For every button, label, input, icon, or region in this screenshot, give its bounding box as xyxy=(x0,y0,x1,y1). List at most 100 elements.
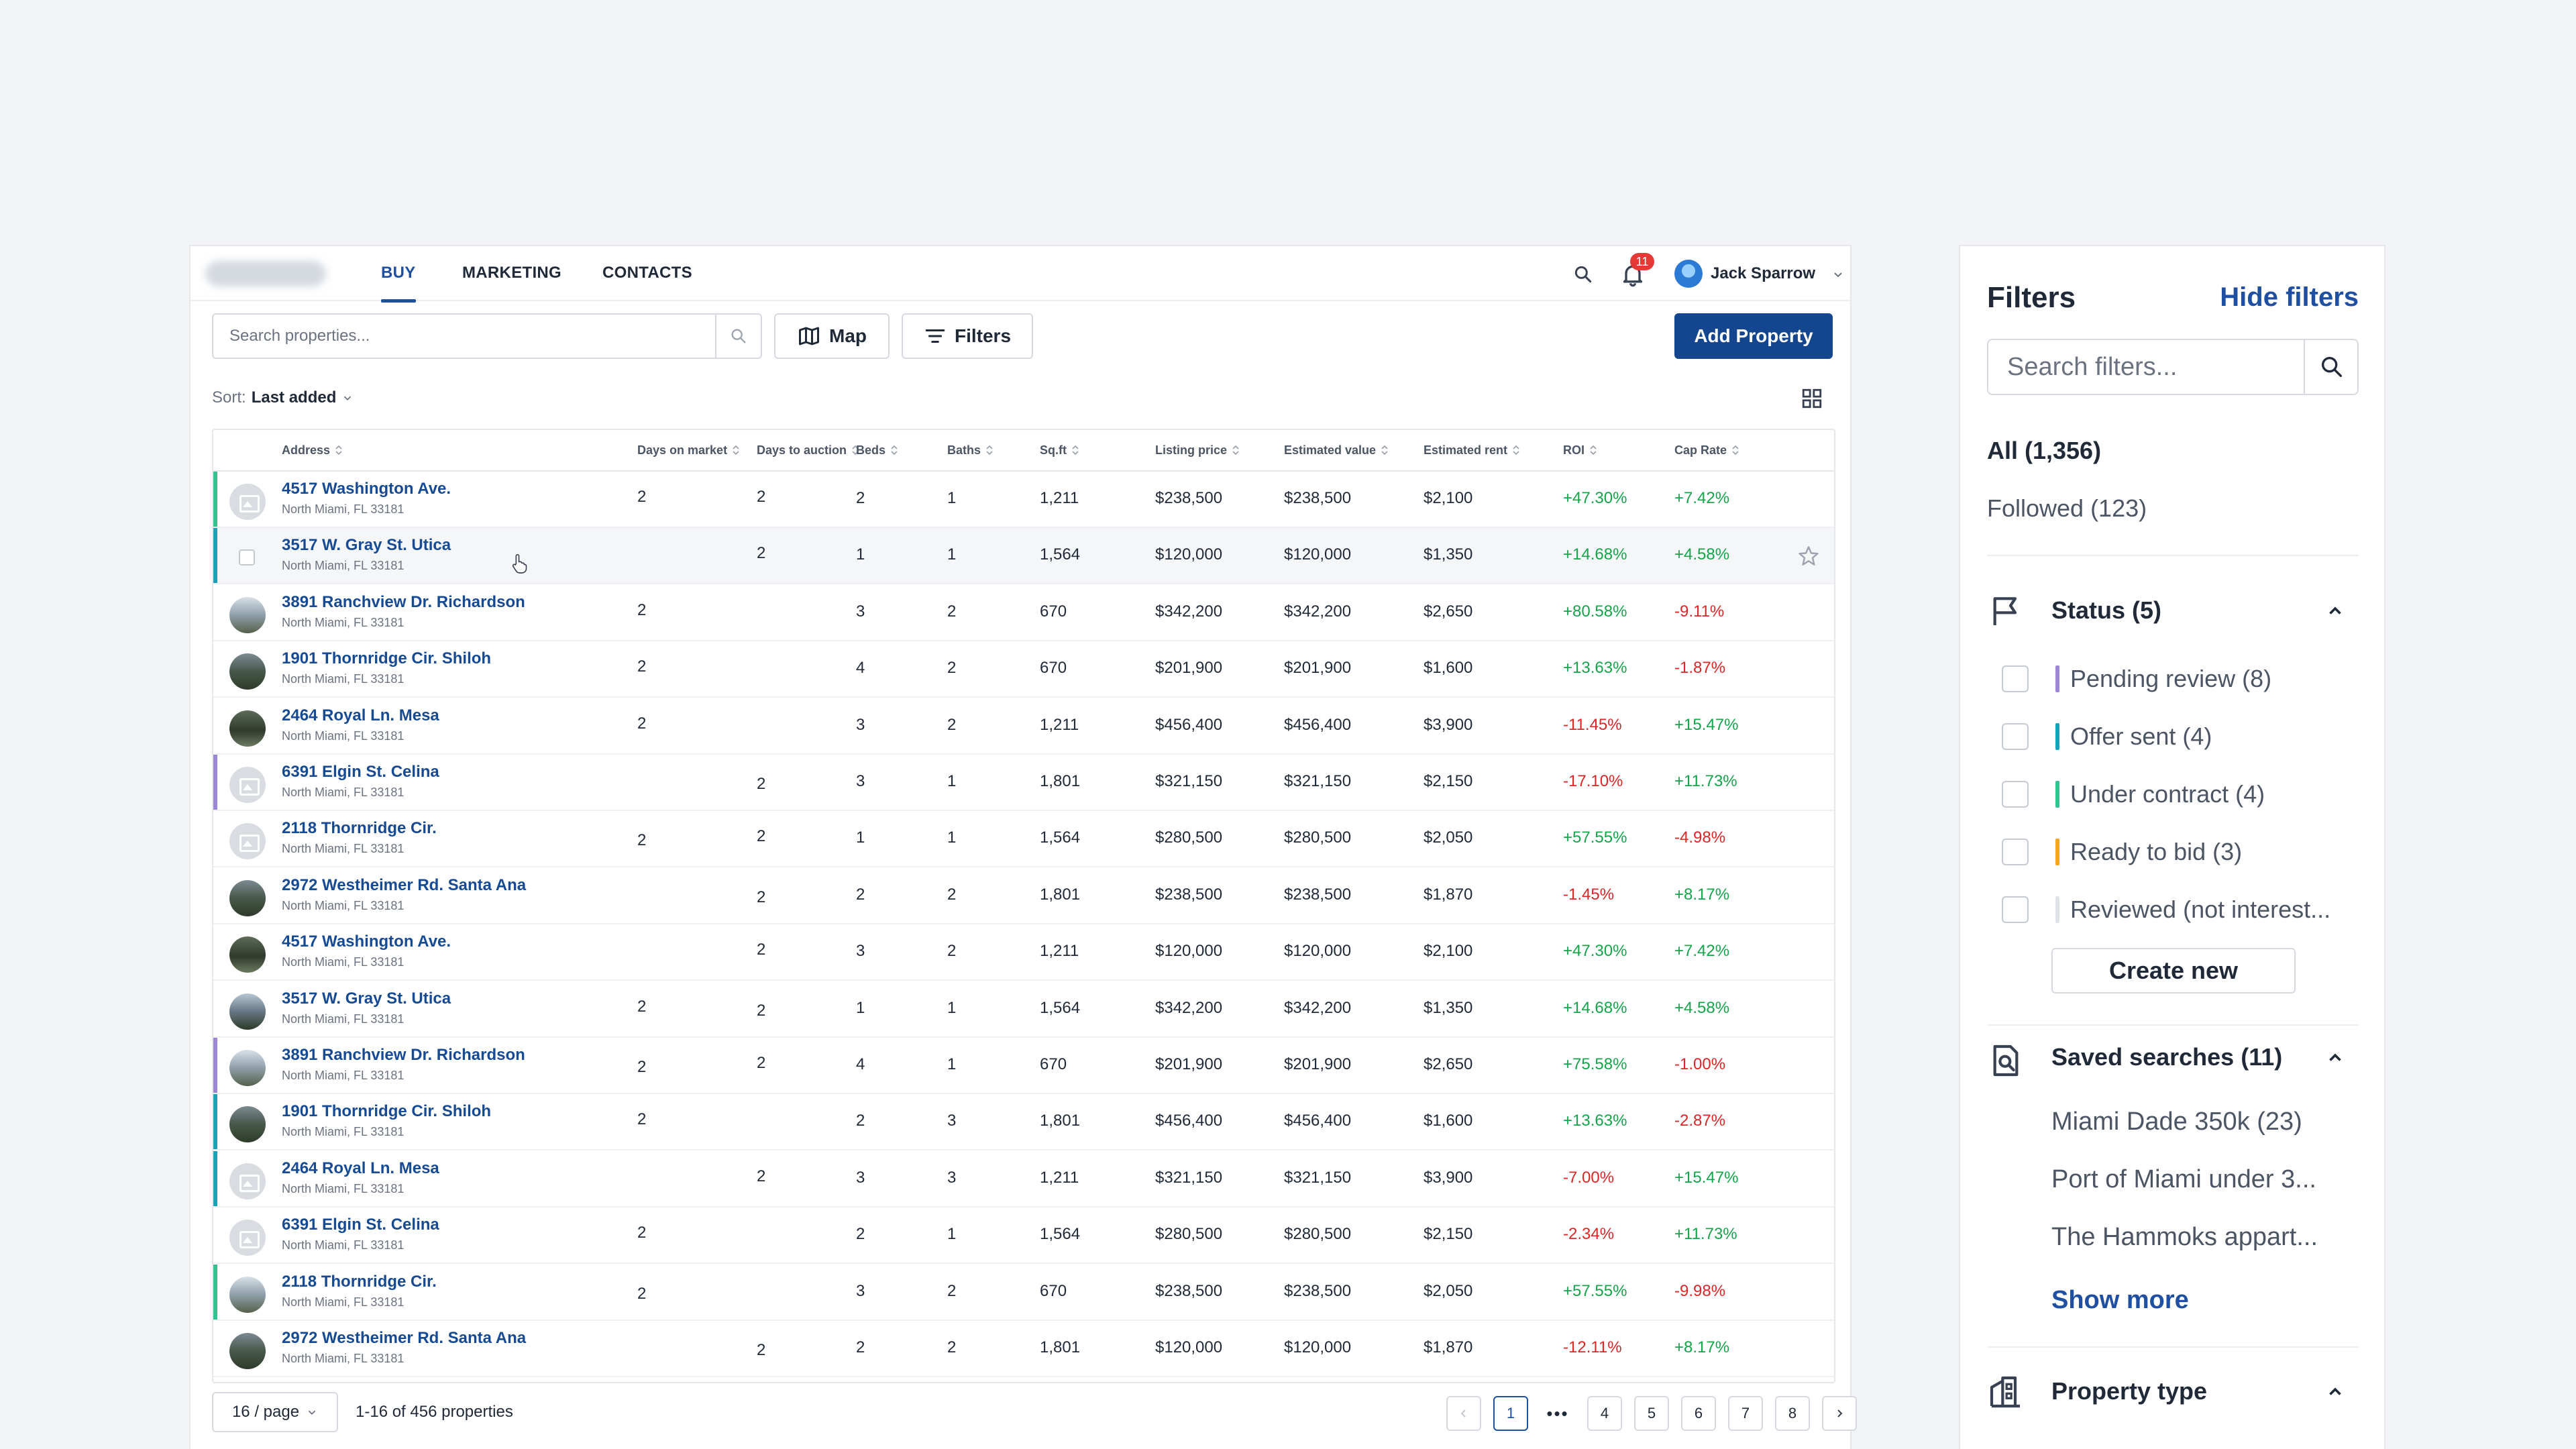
property-address-link[interactable]: 2972 Westheimer Rd. Santa Ana xyxy=(282,875,527,894)
property-address-link[interactable]: 3891 Ranchview Dr. Richardson xyxy=(282,592,525,611)
property-address-link[interactable]: 2118 Thornridge Cir. xyxy=(282,819,437,838)
status-checkbox[interactable] xyxy=(2002,723,2029,750)
column-header-baths[interactable]: Baths xyxy=(947,430,994,470)
prev-page-button[interactable] xyxy=(1446,1396,1481,1431)
column-header-price[interactable]: Listing price xyxy=(1155,430,1240,470)
next-page-button[interactable] xyxy=(1822,1396,1857,1431)
tab-marketing[interactable]: MARKETING xyxy=(462,264,562,282)
status-filter-item[interactable]: Pending review (8) xyxy=(2002,662,2271,696)
property-address-link[interactable]: 6391 Elgin St. Celina xyxy=(282,763,439,781)
column-header-value[interactable]: Estimated value xyxy=(1284,430,1389,470)
property-address-link[interactable]: 4517 Washington Ave. xyxy=(282,480,451,498)
property-address-link[interactable]: 4517 Washington Ave. xyxy=(282,932,451,951)
table-row[interactable]: 3891 Ranchview Dr. Richardson North Miami… xyxy=(213,585,1834,641)
page-7-button[interactable]: 7 xyxy=(1728,1396,1763,1431)
property-address-link[interactable]: 2464 Royal Ln. Mesa xyxy=(282,706,439,724)
page-6-button[interactable]: 6 xyxy=(1681,1396,1716,1431)
filter-search-input[interactable] xyxy=(1988,340,2304,394)
property-address-link[interactable]: 6391 Elgin St. Celina xyxy=(282,1216,439,1234)
saved-search-item[interactable]: Miami Dade 350k (23) xyxy=(2051,1108,2302,1136)
table-row[interactable]: 1901 Thornridge Cir. Shiloh North Miami, … xyxy=(213,1094,1834,1151)
star-icon[interactable] xyxy=(1796,544,1821,568)
per-page-select[interactable]: 16 / page xyxy=(212,1392,338,1432)
show-more-link[interactable]: Show more xyxy=(2051,1286,2189,1314)
saved-searches-title[interactable]: Saved searches (11) xyxy=(2051,1043,2283,1071)
tab-buy[interactable]: BUY xyxy=(381,246,416,303)
table-row[interactable]: 6391 Elgin St. Celina North Miami, FL 331… xyxy=(213,755,1834,811)
property-address-link[interactable]: 3517 W. Gray St. Utica xyxy=(282,989,451,1008)
saved-search-item[interactable]: Port of Miami under 3... xyxy=(2051,1165,2316,1193)
property-address-link[interactable]: 1901 Thornridge Cir. Shiloh xyxy=(282,1102,492,1121)
table-row[interactable]: 2118 Thornridge Cir. North Miami, FL 3318… xyxy=(213,811,1834,868)
sort-dropdown[interactable]: Sort: Last added xyxy=(212,388,354,407)
table-row[interactable]: 2972 Westheimer Rd. Santa Ana North Miami… xyxy=(213,868,1834,924)
map-button[interactable]: Map xyxy=(774,313,890,359)
status-filter-item[interactable]: Ready to bid (3) xyxy=(2002,835,2242,869)
table-row[interactable]: 1901 Thornridge Cir. Shiloh North Miami, … xyxy=(213,641,1834,698)
status-checkbox[interactable] xyxy=(2002,665,2029,692)
page-4-button[interactable]: 4 xyxy=(1587,1396,1622,1431)
status-checkbox[interactable] xyxy=(2002,896,2029,923)
hide-filters-link[interactable]: Hide filters xyxy=(2220,282,2359,312)
table-row[interactable]: 2464 Royal Ln. Mesa North Miami, FL 33181… xyxy=(213,698,1834,755)
table-row[interactable]: 2972 Westheimer Rd. Santa Ana North Miami… xyxy=(213,1321,1834,1377)
column-header-address[interactable]: Address xyxy=(282,430,343,470)
table-row[interactable]: 3517 W. Gray St. Utica North Miami, FL 33… xyxy=(213,981,1834,1038)
saved-search-item[interactable]: The Hammoks appart... xyxy=(2051,1223,2318,1251)
property-address-link[interactable]: 3517 W. Gray St. Utica xyxy=(282,536,451,555)
avatar[interactable] xyxy=(1674,260,1703,288)
page-1-button[interactable]: 1 xyxy=(1493,1396,1528,1431)
column-header-dta[interactable]: Days to auction xyxy=(757,430,860,470)
column-header-dom[interactable]: Days on market xyxy=(637,430,741,470)
table-row[interactable]: 4517 Washington Ave. North Miami, FL 3318… xyxy=(213,472,1834,528)
table-row[interactable]: 4517 Washington Ave. North Miami, FL 3318… xyxy=(213,924,1834,981)
status-checkbox[interactable] xyxy=(2002,839,2029,865)
search-input[interactable] xyxy=(213,315,715,358)
property-address-link[interactable]: 3891 Ranchview Dr. Richardson xyxy=(282,1046,525,1064)
column-header-beds[interactable]: Beds xyxy=(856,430,899,470)
grid-view-icon[interactable] xyxy=(1801,387,1823,410)
search-button[interactable] xyxy=(715,315,761,358)
chevron-up-icon[interactable] xyxy=(2325,1047,2345,1067)
sort-label: Sort: xyxy=(212,388,246,407)
chevron-down-icon[interactable] xyxy=(1831,268,1845,281)
property-address-link[interactable]: 2118 Thornridge Cir. xyxy=(282,1272,437,1291)
cell-value: $280,500 xyxy=(1284,828,1352,847)
status-checkbox[interactable] xyxy=(2002,781,2029,808)
property-address-link[interactable]: 1901 Thornridge Cir. Shiloh xyxy=(282,649,492,668)
logo[interactable] xyxy=(205,261,326,286)
page-8-button[interactable]: 8 xyxy=(1775,1396,1810,1431)
user-name[interactable]: Jack Sparrow xyxy=(1711,264,1816,282)
filter-search-button[interactable] xyxy=(2304,340,2359,394)
filters-button[interactable]: Filters xyxy=(902,313,1033,359)
status-filter-item[interactable]: Offer sent (4) xyxy=(2002,720,2212,753)
cell-sqft: 1,801 xyxy=(1040,772,1081,790)
column-header-roi[interactable]: ROI xyxy=(1563,430,1598,470)
filter-followed[interactable]: Followed (123) xyxy=(1987,494,2147,522)
table-row[interactable]: 3517 W. Gray St. Utica North Miami, FL 33… xyxy=(213,528,1834,585)
page-ellipsis[interactable]: ••• xyxy=(1540,1396,1575,1431)
property-address-link[interactable]: 2972 Westheimer Rd. Santa Ana xyxy=(282,1329,527,1347)
tab-contacts[interactable]: CONTACTS xyxy=(602,264,692,282)
column-header-sqft[interactable]: Sq.ft xyxy=(1040,430,1080,470)
chevron-up-icon[interactable] xyxy=(2325,1381,2345,1401)
property-address-link[interactable]: 2464 Royal Ln. Mesa xyxy=(282,1159,439,1177)
page-5-button[interactable]: 5 xyxy=(1634,1396,1669,1431)
column-header-rent[interactable]: Estimated rent xyxy=(1424,430,1521,470)
status-section-title[interactable]: Status (5) xyxy=(2051,596,2162,624)
status-filter-item[interactable]: Under contract (4) xyxy=(2002,777,2265,811)
filter-all[interactable]: All (1,356) xyxy=(1987,437,2102,464)
table-row[interactable]: 2118 Thornridge Cir. North Miami, FL 3318… xyxy=(213,1264,1834,1321)
chevron-up-icon[interactable] xyxy=(2325,600,2345,621)
status-filter-item[interactable]: Reviewed (not interest... xyxy=(2002,893,2330,926)
row-checkbox[interactable] xyxy=(239,549,255,566)
table-row[interactable]: 2464 Royal Ln. Mesa North Miami, FL 33181… xyxy=(213,1150,1834,1208)
create-status-button[interactable]: Create new xyxy=(2051,948,2296,994)
table-row[interactable]: 3891 Ranchview Dr. Richardson North Miami… xyxy=(213,1038,1834,1094)
property-type-title[interactable]: Property type xyxy=(2051,1377,2208,1405)
add-property-button[interactable]: Add Property xyxy=(1674,313,1833,359)
table-row[interactable]: 6391 Elgin St. Celina North Miami, FL 331… xyxy=(213,1208,1834,1265)
column-header-cap[interactable]: Cap Rate xyxy=(1674,430,1740,470)
cell-rent: $3,900 xyxy=(1424,1168,1473,1187)
search-icon[interactable] xyxy=(1572,264,1594,285)
